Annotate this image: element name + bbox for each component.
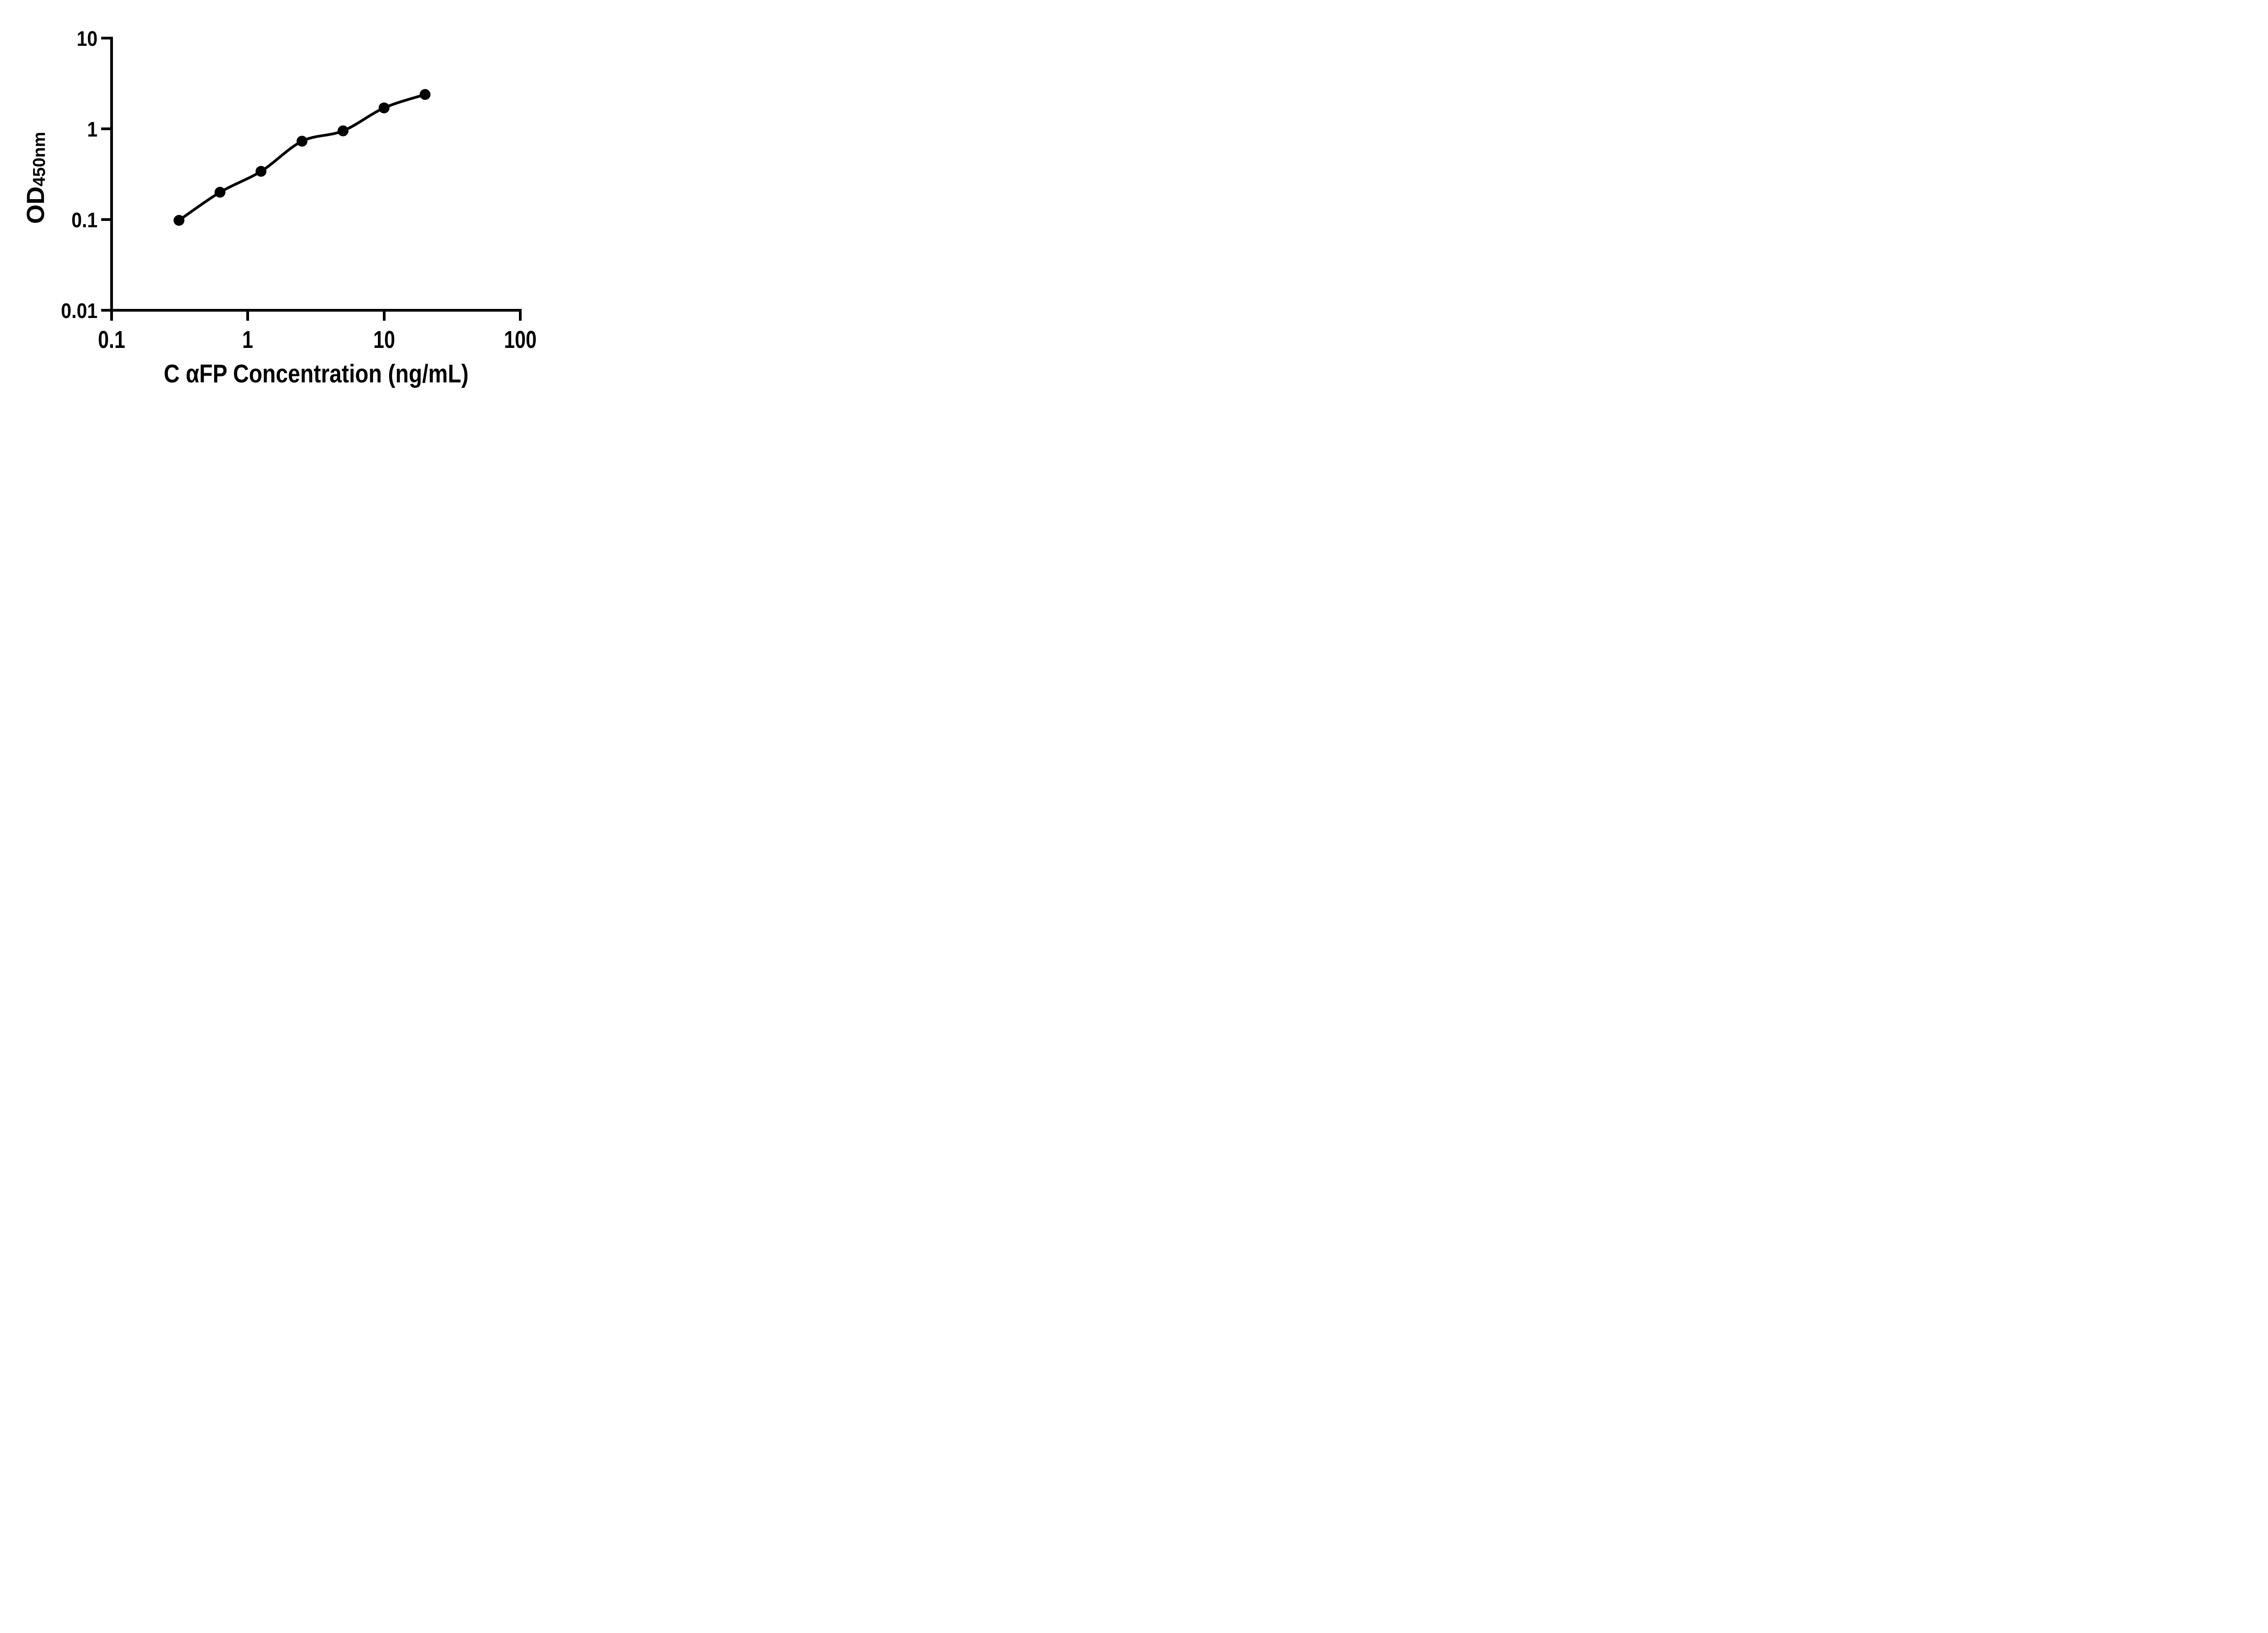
y-axis-title-sub: 450nm: [30, 132, 49, 186]
data-point-marker: [215, 186, 225, 198]
x-tick-label: 10: [373, 327, 395, 354]
y-tick-label: 0.1: [71, 209, 98, 232]
axis-frame: [110, 37, 522, 312]
y-tick-label: 1: [87, 118, 98, 142]
axis-ticks: [101, 37, 522, 321]
y-tick-label: 0.01: [61, 299, 98, 323]
data-point-marker: [337, 125, 349, 137]
data-points: [173, 89, 431, 226]
x-tick-label: 1: [242, 327, 253, 354]
data-point-marker: [173, 215, 185, 226]
chart-canvas: 10 1 0.1 0.01 0.1 1 10 100 C αFP Concentration …: [0, 0, 583, 408]
y-tick-label: 10: [77, 27, 98, 51]
y-axis-title: OD450nm: [21, 132, 49, 224]
data-point-marker: [255, 166, 267, 177]
fit-curve: [178, 93, 426, 222]
x-tick-label: 100: [504, 327, 537, 354]
data-point-marker: [296, 136, 308, 147]
data-point-marker: [378, 102, 390, 113]
x-tick-label: 0.1: [98, 327, 125, 354]
data-point-marker: [420, 89, 431, 100]
y-axis-title-main: OD: [21, 186, 49, 224]
x-axis-title: C αFP Concentration (ng/mL): [164, 359, 469, 388]
